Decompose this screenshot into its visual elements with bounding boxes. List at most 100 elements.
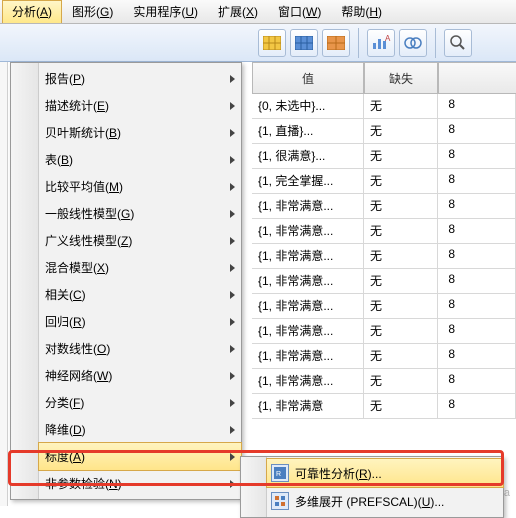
- cell: 无: [364, 169, 438, 193]
- table-row[interactable]: {1, 非常满意...无8: [252, 344, 516, 369]
- menu-item-11[interactable]: 神经网络(W): [39, 362, 241, 389]
- table-row[interactable]: {1, 非常满意...无8: [252, 369, 516, 394]
- table-row[interactable]: {1, 完全掌握...无8: [252, 169, 516, 194]
- menu-a[interactable]: 分析(A): [2, 0, 62, 23]
- submenu-arrow-icon: [230, 237, 235, 245]
- toolbar-grid-orange-icon[interactable]: [322, 29, 350, 57]
- cell: 无: [364, 94, 438, 118]
- menu-u[interactable]: 实用程序(U): [123, 0, 208, 23]
- menu-item-12[interactable]: 分类(F): [39, 389, 241, 416]
- table-row[interactable]: {0, 未选中}...无8: [252, 94, 516, 119]
- menu-h[interactable]: 帮助(H): [331, 0, 392, 23]
- menu-g[interactable]: 图形(G): [62, 0, 123, 23]
- menu-item-9[interactable]: 回归(R): [39, 308, 241, 335]
- cell: 无: [364, 144, 438, 168]
- cell: 8: [438, 394, 516, 418]
- toolbar-venn-icon[interactable]: [399, 29, 427, 57]
- menu-item-7[interactable]: 混合模型(X): [39, 254, 241, 281]
- submenu-arrow-icon: [230, 426, 235, 434]
- cell: 8: [438, 294, 516, 318]
- menu-x[interactable]: 扩展(X): [208, 0, 268, 23]
- menu-item-0[interactable]: 报告(P): [39, 65, 241, 92]
- toolbar-grid-blue-icon[interactable]: [290, 29, 318, 57]
- cell: {1, 非常满意...: [252, 319, 364, 343]
- menu-item-8[interactable]: 相关(C): [39, 281, 241, 308]
- table-row[interactable]: {1, 直播}...无8: [252, 119, 516, 144]
- menu-item-label: 对数线性(O): [45, 340, 223, 357]
- content-area: 值 缺失 {0, 未选中}...无8{1, 直播}...无8{1, 很满意}..…: [0, 62, 516, 506]
- toolbar: A: [0, 24, 516, 62]
- cell: 8: [438, 369, 516, 393]
- menu-item-label: 非参数检验(N): [45, 475, 223, 492]
- cell: {1, 很满意}...: [252, 144, 364, 168]
- col-header-missing[interactable]: 缺失: [364, 62, 438, 94]
- data-table: 值 缺失 {0, 未选中}...无8{1, 直播}...无8{1, 很满意}..…: [252, 62, 516, 419]
- menu-item-15[interactable]: 非参数检验(N): [39, 470, 241, 497]
- cell: {1, 非常满意...: [252, 244, 364, 268]
- cell: 无: [364, 119, 438, 143]
- menu-item-label: 分类(F): [45, 394, 223, 411]
- submenu-arrow-icon: [230, 372, 235, 380]
- menu-item-label: 一般线性模型(G): [45, 205, 223, 222]
- menu-item-label: 回归(R): [45, 313, 223, 330]
- table-row[interactable]: {1, 非常满意...无8: [252, 219, 516, 244]
- table-row[interactable]: {1, 非常满意无8: [252, 394, 516, 419]
- menu-item-label: 神经网络(W): [45, 367, 223, 384]
- cell: {1, 完全掌握...: [252, 169, 364, 193]
- submenu-arrow-icon: [230, 291, 235, 299]
- table-row[interactable]: {1, 非常满意...无8: [252, 294, 516, 319]
- menu-w[interactable]: 窗口(W): [268, 0, 331, 23]
- menu-item-6[interactable]: 广义线性模型(Z): [39, 227, 241, 254]
- submenu-item-0[interactable]: R可靠性分析(R)...: [267, 459, 503, 487]
- toolbar-stats-icon[interactable]: A: [367, 29, 395, 57]
- menu-item-4[interactable]: 比较平均值(M): [39, 173, 241, 200]
- cell: 无: [364, 194, 438, 218]
- table-row[interactable]: {1, 非常满意...无8: [252, 244, 516, 269]
- cell: 8: [438, 344, 516, 368]
- submenu-arrow-icon: [230, 129, 235, 137]
- table-row[interactable]: {1, 非常满意...无8: [252, 319, 516, 344]
- cell: {1, 非常满意...: [252, 369, 364, 393]
- table-row[interactable]: {1, 很满意}...无8: [252, 144, 516, 169]
- cell: 8: [438, 94, 516, 118]
- cell: {1, 非常满意...: [252, 294, 364, 318]
- svg-text:R: R: [276, 471, 281, 478]
- menu-item-1[interactable]: 描述统计(E): [39, 92, 241, 119]
- col-header-value[interactable]: 值: [252, 62, 364, 94]
- menu-item-5[interactable]: 一般线性模型(G): [39, 200, 241, 227]
- table-header-row: 值 缺失: [252, 62, 516, 94]
- cell: 8: [438, 194, 516, 218]
- menu-item-2[interactable]: 贝叶斯统计(B): [39, 119, 241, 146]
- analyze-menu: 报告(P)描述统计(E)贝叶斯统计(B)表(B)比较平均值(M) 一般线性模型(G…: [10, 62, 242, 500]
- menu-item-label: 相关(C): [45, 286, 223, 303]
- cell: 8: [438, 119, 516, 143]
- prefscal-icon: [271, 492, 289, 510]
- cell: 无: [364, 244, 438, 268]
- cell: 8: [438, 244, 516, 268]
- menu-item-10[interactable]: 对数线性(O): [39, 335, 241, 362]
- menu-item-14[interactable]: 标度(A): [39, 443, 241, 470]
- submenu-arrow-icon: [230, 264, 235, 272]
- cell: {1, 直播}...: [252, 119, 364, 143]
- toolbar-search-icon[interactable]: [444, 29, 472, 57]
- cell: {0, 未选中}...: [252, 94, 364, 118]
- menu-item-3[interactable]: 表(B): [39, 146, 241, 173]
- toolbar-grid-yellow-icon[interactable]: [258, 29, 286, 57]
- menu-item-13[interactable]: 降维(D): [39, 416, 241, 443]
- table-row[interactable]: {1, 非常满意...无8: [252, 194, 516, 219]
- cell: {1, 非常满意...: [252, 219, 364, 243]
- menu-item-label: 混合模型(X): [45, 259, 223, 276]
- svg-text:A: A: [385, 35, 391, 43]
- table-row[interactable]: {1, 非常满意...无8: [252, 269, 516, 294]
- scale-submenu: R可靠性分析(R)...多维展开 (PREFSCAL)(U)...: [240, 456, 504, 518]
- cell: {1, 非常满意...: [252, 269, 364, 293]
- menubar: 分析(A)图形(G)实用程序(U)扩展(X)窗口(W)帮助(H): [0, 0, 516, 24]
- submenu-arrow-icon: [230, 102, 235, 110]
- submenu-arrow-icon: [230, 399, 235, 407]
- cell: 8: [438, 219, 516, 243]
- submenu-arrow-icon: [230, 480, 235, 488]
- menu-item-label: 降维(D): [45, 421, 223, 438]
- submenu-item-1[interactable]: 多维展开 (PREFSCAL)(U)...: [267, 487, 503, 515]
- col-header-3[interactable]: [438, 62, 516, 94]
- cell: 8: [438, 319, 516, 343]
